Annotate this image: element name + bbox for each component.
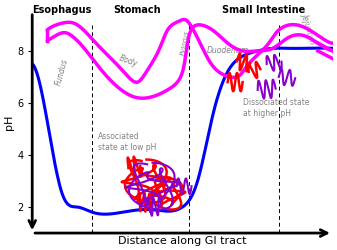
Y-axis label: pH: pH — [4, 115, 14, 130]
Text: Esophagus: Esophagus — [33, 4, 92, 15]
Text: Jejunum: Jejunum — [300, 11, 317, 44]
Text: Dissociated state
at higher pH: Dissociated state at higher pH — [243, 98, 309, 118]
Text: Small Intestine: Small Intestine — [222, 4, 305, 15]
X-axis label: Distance along GI tract: Distance along GI tract — [118, 236, 247, 246]
Text: Duodenum: Duodenum — [207, 46, 249, 56]
Text: Associated
state at low pH: Associated state at low pH — [98, 132, 157, 152]
Text: Fundus: Fundus — [54, 57, 70, 86]
Text: Stomach: Stomach — [114, 4, 161, 15]
Text: Body: Body — [118, 54, 139, 69]
Text: Pylorus: Pylorus — [180, 30, 191, 56]
